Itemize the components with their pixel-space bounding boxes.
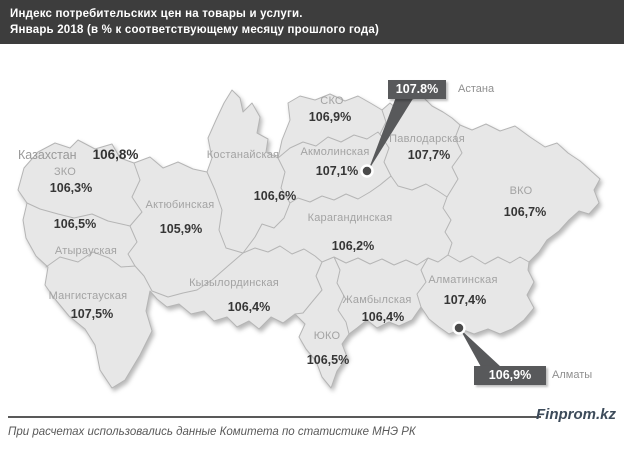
region-label-pavlodar: Павлодарская	[389, 133, 465, 145]
region-value-kyzylorda: 106,4%	[227, 300, 271, 314]
region-label-atyrau: Атырауская	[54, 245, 118, 257]
national-value-row: Казахстан 106,8%	[18, 147, 138, 162]
astana-marker-dot	[360, 164, 374, 178]
title-line-2: Январь 2018 (в % к соответствующему меся…	[10, 24, 379, 36]
astana-city-label: Астана	[458, 83, 495, 95]
region-value-zko: 106,3%	[49, 181, 93, 195]
region-borders	[26, 109, 530, 335]
astana-callout: 107.8%	[388, 80, 446, 99]
region-value-mangystau: 107,5%	[70, 307, 114, 321]
brand-link[interactable]: Finprom.kz	[535, 406, 616, 423]
region-value-pavlodar: 107,7%	[407, 148, 451, 162]
almaty-callout: 106,9%	[474, 366, 546, 385]
source-note: При расчетах использовались данные Комит…	[8, 426, 416, 438]
national-value: 106,8%	[92, 147, 139, 162]
national-label: Казахстан	[18, 148, 77, 162]
region-value-atyrau: 106,5%	[53, 217, 97, 231]
region-label-aktobe: Актюбинская	[145, 199, 215, 211]
region-label-akmola: Акмолинская	[300, 146, 370, 158]
region-value-sko: 106,9%	[308, 110, 352, 124]
kazakhstan-outline	[17, 89, 601, 389]
footer-divider	[8, 416, 541, 418]
region-label-kostanay: Костанайская	[206, 149, 280, 161]
region-label-sko: СКО	[320, 95, 344, 107]
almaty-callout-pointer	[460, 329, 501, 367]
region-label-zko: ЗКО	[53, 166, 77, 178]
almaty-marker-dot	[452, 321, 466, 335]
title-line-1: Индекс потребительских цен на товары и у…	[10, 8, 303, 20]
map-area: Казахстан 106,8% ЗКО 106,3% 106,5% Атыра…	[0, 44, 624, 408]
region-label-zhambyl: Жамбылская	[342, 294, 412, 306]
region-label-mangystau: Мангистауская	[48, 290, 128, 302]
region-value-yuko: 106,5%	[306, 353, 350, 367]
region-value-zhambyl: 106,4%	[361, 310, 405, 324]
region-value-akmola: 107,1%	[315, 164, 359, 178]
almaty-city-label: Алматы	[552, 369, 593, 381]
region-label-kyzylorda: Кызылординская	[189, 277, 279, 289]
region-label-vko: ВКО	[509, 185, 533, 197]
region-value-aktobe: 105,9%	[159, 222, 203, 236]
region-value-karaganda: 106,2%	[331, 239, 375, 253]
header-bar: Индекс потребительских цен на товары и у…	[0, 0, 624, 44]
astana-callout-pointer	[368, 97, 414, 171]
region-value-almaty-region: 107,4%	[443, 293, 487, 307]
region-label-yuko: ЮКО	[313, 330, 341, 342]
region-value-kostanay: 106,6%	[253, 189, 297, 203]
region-label-almaty-region: Алматинская	[428, 274, 498, 286]
region-value-vko: 106,7%	[503, 205, 547, 219]
region-label-karaganda: Карагандинская	[307, 212, 393, 224]
